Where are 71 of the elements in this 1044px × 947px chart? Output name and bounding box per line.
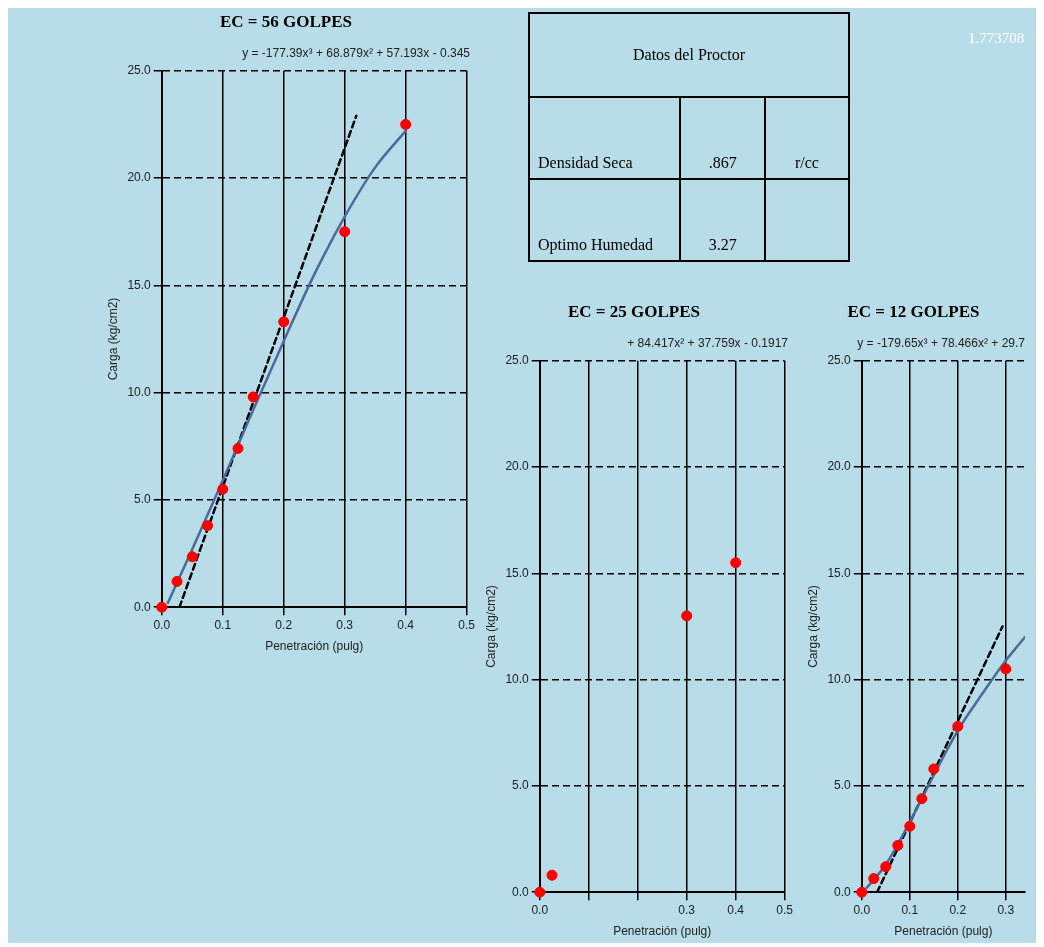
chart-subtitle: y = -179.65x³ + 78.466x² + 29.7 (857, 335, 1026, 350)
point (278, 316, 290, 328)
y-tick-label: 10.0 (827, 671, 852, 686)
x-axis-title: Penetración (pulg) (265, 639, 364, 654)
point (400, 118, 412, 130)
y-tick-label: 0.0 (512, 884, 530, 899)
x-axis-title: Penetración (pulg) (894, 924, 993, 939)
x-tick-label: 0.0 (153, 617, 171, 632)
x-tick-label: 0.4 (397, 617, 415, 632)
x-tick-label: 0.4 (727, 902, 745, 917)
x-tick-label: 0.5 (776, 902, 794, 917)
y-axis-title: Carga (kg/cm2) (483, 585, 498, 668)
x-tick-label: 0.3 (336, 617, 354, 632)
chart-subtitle: + 84.417x² + 37.759x - 0.1917 (627, 335, 789, 350)
x-tick-label: 0.3 (678, 902, 696, 917)
y-axis-title: Carga (kg/cm2) (805, 585, 820, 668)
y-tick-label: 5.0 (512, 778, 530, 793)
y-tick-label: 10.0 (127, 384, 152, 399)
y-axis-title: Carga (kg/cm2) (105, 297, 120, 381)
point (952, 720, 964, 732)
point (916, 793, 928, 805)
y-tick-label: 25.0 (127, 63, 152, 78)
text: 3.27 (680, 179, 765, 261)
y-tick-label: 5.0 (134, 492, 152, 507)
chart-title: EC = 12 GOLPES (847, 301, 980, 321)
text: r/cc (764, 97, 849, 179)
chart-title: EC = 25 GOLPES (567, 301, 701, 321)
point (217, 483, 229, 495)
point (186, 551, 198, 563)
y-tick-label: 15.0 (505, 565, 530, 580)
y-tick-label: 5.0 (834, 778, 852, 793)
point (546, 869, 558, 881)
y-tick-label: 25.0 (505, 353, 530, 368)
chart-subtitle: y = -177.39x³ + 68.879x² + 57.193x - 0.345 (242, 45, 471, 60)
point (730, 557, 742, 569)
point (928, 763, 940, 775)
y-tick-label: 0.0 (834, 884, 852, 899)
text: Optimo Humedad (529, 179, 681, 261)
y-tick-label: 15.0 (827, 565, 852, 580)
text: .867 (680, 97, 765, 179)
text: Datos del Proctor (529, 13, 849, 97)
x-tick-label: 0.2 (275, 617, 293, 632)
y-tick-label: 15.0 (127, 277, 152, 292)
y-tick-label: 20.0 (505, 459, 530, 474)
x-tick-label: 0.0 (853, 902, 871, 917)
y-tick-label: 20.0 (127, 170, 152, 185)
y-tick-label: 0.0 (134, 599, 152, 614)
x-tick-label: 0.3 (997, 902, 1015, 917)
x-axis-title: Penetración (pulg) (613, 924, 712, 939)
point (1000, 663, 1012, 675)
chart-title: EC = 56 GOLPES (219, 11, 353, 31)
point (201, 520, 213, 532)
y-tick-label: 25.0 (827, 353, 852, 368)
y-tick-label: 20.0 (827, 459, 852, 474)
point (880, 861, 892, 873)
point (681, 610, 693, 622)
point (339, 226, 351, 238)
point (904, 820, 916, 832)
x-tick-label: 0.1 (901, 902, 919, 917)
point (247, 391, 259, 403)
point (171, 575, 183, 587)
y-tick-label: 10.0 (505, 671, 530, 686)
text: Densidad Seca (529, 97, 681, 179)
point (892, 839, 904, 851)
text: 1.773708 (968, 30, 1025, 47)
x-tick-label: 0.0 (531, 902, 549, 917)
x-tick-label: 0.5 (458, 617, 476, 632)
x-tick-label: 0.2 (949, 902, 967, 917)
point (868, 873, 880, 885)
point (232, 442, 244, 454)
x-tick-label: 0.1 (214, 617, 232, 632)
